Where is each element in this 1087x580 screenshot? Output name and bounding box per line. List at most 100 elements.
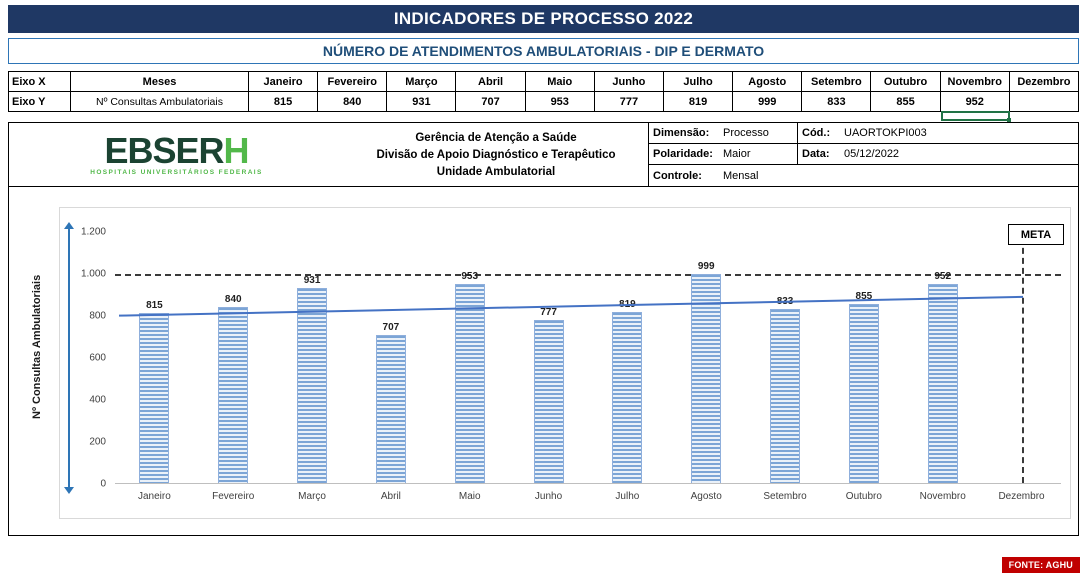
dimensao-value: Processo <box>723 127 769 139</box>
y-series-name-cell[interactable]: Nº Consultas Ambulatoriais <box>71 92 249 112</box>
bar-column-1: 815 <box>115 232 194 483</box>
bar-2[interactable]: 840 <box>218 294 249 483</box>
logo-subtitle: HOSPITAIS UNIVERSITÁRIOS FEDERAIS <box>90 168 263 176</box>
bar-11[interactable]: 952 <box>927 271 958 483</box>
bar-10[interactable]: 855 <box>848 291 879 483</box>
bar-value-label: 855 <box>855 291 873 303</box>
x-axis-label-8: Agosto <box>690 491 722 502</box>
y-axis-ticks: 1.200 1.000 800 600 400 200 0 <box>74 227 106 490</box>
x-axis-label-2: Fevereiro <box>212 491 255 502</box>
bar-column-5: 953 <box>430 232 509 483</box>
month-value-9[interactable]: 833 <box>802 92 872 112</box>
month-header-4[interactable]: Abril <box>456 72 526 92</box>
y-tick-label: 400 <box>89 394 106 406</box>
dept-line-2: Divisão de Apoio Diagnóstico e Terapêuti… <box>376 149 616 161</box>
codigo-cell: Cód.: UAORTOKPI003 <box>797 123 1079 144</box>
info-grid: Dimensão: Processo Cód.: UAORTOKPI003 Pola… <box>648 123 1079 186</box>
bar-value-label: 815 <box>146 299 163 311</box>
bar-5[interactable]: 953 <box>454 271 485 483</box>
bar-value-label: 819 <box>619 298 636 310</box>
bar-value-label: 953 <box>461 270 479 282</box>
bar-column-12 <box>982 232 1061 483</box>
month-header-1[interactable]: Janeiro <box>249 72 319 92</box>
month-value-2[interactable]: 840 <box>318 92 388 112</box>
y-tick-label: 1.000 <box>80 268 106 280</box>
data-table: Eixo X Meses Janeiro Fevereiro Março Abril M… <box>8 71 1079 112</box>
month-value-5[interactable]: 953 <box>525 92 595 112</box>
month-value-3[interactable]: 931 <box>387 92 457 112</box>
month-value-10[interactable]: 855 <box>871 92 941 112</box>
month-value-7[interactable]: 819 <box>663 92 734 112</box>
bar-value-label: 833 <box>776 295 794 307</box>
codigo-value: UAORTOKPI003 <box>844 127 927 139</box>
dimensao-label: Dimensão: <box>653 127 710 139</box>
axis-x-row-label[interactable]: Eixo X <box>9 72 71 92</box>
bar-column-11: 952 <box>903 232 982 483</box>
bar-column-3: 931 <box>273 232 352 483</box>
active-cell-outline[interactable] <box>941 111 1011 122</box>
month-value-8[interactable]: 999 <box>733 92 803 112</box>
x-axis-label-3: Março <box>298 491 326 502</box>
bar-column-4: 707 <box>351 232 430 483</box>
y-tick-label: 200 <box>89 436 106 448</box>
y-axis-line <box>68 228 70 488</box>
month-value-1[interactable]: 815 <box>249 92 319 112</box>
bar-column-8: 999 <box>667 232 746 483</box>
bar-3[interactable]: 931 <box>297 275 328 483</box>
x-axis-label-9: Setembro <box>763 491 807 502</box>
bar-column-6: 777 <box>509 232 588 483</box>
month-value-6[interactable]: 777 <box>594 92 664 112</box>
month-value-12[interactable] <box>1009 92 1079 112</box>
x-axis-label-12: Dezembro <box>998 491 1045 502</box>
axis-y-row-label[interactable]: Eixo Y <box>9 92 71 112</box>
month-header-5[interactable]: Maio <box>525 72 595 92</box>
x-axis-labels: Janeiro Fevereiro Março Abril Maio Junho Julho… <box>115 491 1061 502</box>
data-label: Data: <box>802 148 830 160</box>
table-row-x: Eixo X Meses Janeiro Fevereiro Março Abril M… <box>9 72 1079 92</box>
bar-chart: Nº Consultas Ambulatoriais 1.200 1.000 800… <box>31 207 1071 519</box>
y-tick-label: 600 <box>89 352 106 364</box>
table-row-y: Eixo Y Nº Consultas Ambulatoriais 815 840… <box>9 92 1079 112</box>
bar-4[interactable]: 707 <box>375 322 406 483</box>
x-axis-label-5: Maio <box>458 491 481 502</box>
bar-value-label: 707 <box>382 322 400 334</box>
bar-8[interactable]: 999 <box>691 261 722 483</box>
controle-cell: Controle: Mensal <box>649 165 1079 186</box>
month-header-3[interactable]: Março <box>387 72 457 92</box>
month-header-10[interactable]: Outubro <box>871 72 941 92</box>
bar-column-10: 855 <box>824 232 903 483</box>
bar-column-2: 840 <box>194 232 273 483</box>
month-header-8[interactable]: Agosto <box>733 72 803 92</box>
month-value-4[interactable]: 707 <box>456 92 526 112</box>
polaridade-cell: Polaridade: Maior <box>649 144 797 165</box>
month-value-11[interactable]: 952 <box>940 92 1010 112</box>
x-series-name-cell[interactable]: Meses <box>71 72 249 92</box>
month-header-7[interactable]: Julho <box>663 72 734 92</box>
bar-7[interactable]: 819 <box>612 299 643 483</box>
page-title: INDICADORES DE PROCESSO 2022 <box>8 5 1079 33</box>
bar-column-9: 833 <box>746 232 825 483</box>
month-header-12[interactable]: Dezembro <box>1009 72 1079 92</box>
month-header-9[interactable]: Setembro <box>802 72 872 92</box>
meta-target-line <box>115 273 1061 276</box>
month-header-6[interactable]: Junho <box>594 72 664 92</box>
x-axis-label-4: Abril <box>380 491 401 502</box>
dept-line-3: Unidade Ambulatorial <box>436 166 556 178</box>
plot-area: 815 840 931 707 953 777 819 999 833 855 952 <box>115 228 1061 484</box>
bar-value-label: 952 <box>934 270 952 282</box>
data-cell: Data: 05/12/2022 <box>797 144 1079 165</box>
bar-9[interactable]: 833 <box>770 296 801 483</box>
x-axis-label-6: Junho <box>534 491 563 502</box>
bar-value-label: 840 <box>224 294 242 306</box>
month-header-11[interactable]: Novembro <box>940 72 1010 92</box>
x-axis-label-1: Janeiro <box>138 491 171 502</box>
bar-1[interactable]: 815 <box>139 300 170 483</box>
bar-6[interactable]: 777 <box>533 307 564 483</box>
panel-header: EBSERH HOSPITAIS UNIVERSITÁRIOS FEDERAIS… <box>9 123 1079 187</box>
bar-value-label: 999 <box>697 261 715 273</box>
y-tick-label: 800 <box>89 310 106 322</box>
department-titles: Gerência de Atenção a Saúde Divisão de A… <box>344 123 648 186</box>
month-header-2[interactable]: Fevereiro <box>318 72 388 92</box>
data-value: 05/12/2022 <box>844 148 900 160</box>
y-tick-label: 0 <box>100 478 106 490</box>
